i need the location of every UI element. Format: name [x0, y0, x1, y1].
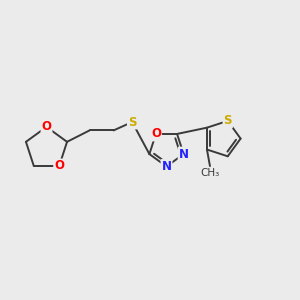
Text: CH₃: CH₃: [200, 167, 220, 178]
Text: S: S: [128, 116, 136, 128]
Text: O: O: [54, 160, 64, 172]
Text: S: S: [224, 114, 232, 128]
Text: O: O: [151, 128, 161, 140]
Text: O: O: [41, 120, 52, 134]
Text: N: N: [178, 148, 189, 160]
Text: N: N: [161, 160, 172, 173]
